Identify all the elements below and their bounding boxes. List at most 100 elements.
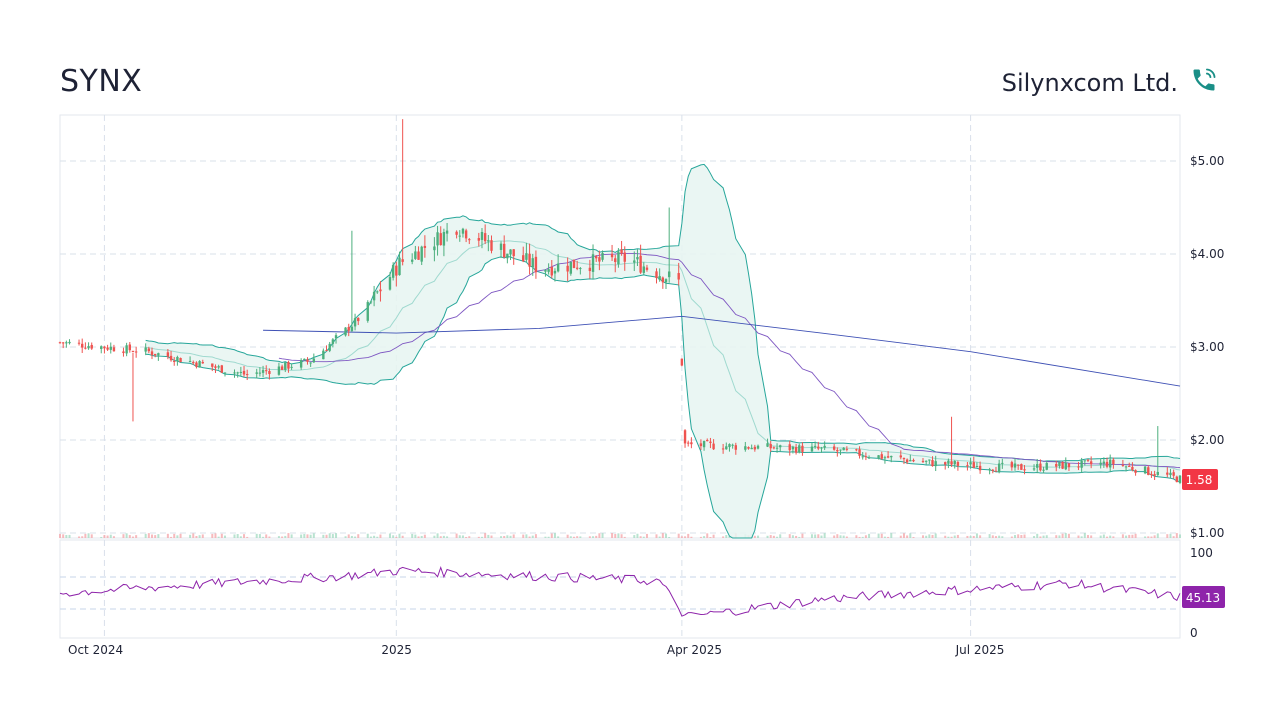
candle-body: [312, 358, 316, 363]
candle: [687, 440, 690, 447]
candle: [258, 367, 262, 377]
candle: [706, 438, 709, 442]
candle-body: [84, 347, 87, 349]
candle: [639, 244, 642, 274]
candle-body: [877, 455, 880, 459]
candle: [255, 368, 258, 379]
candle-body: [1055, 464, 1058, 467]
candle: [683, 429, 687, 448]
volume-bar: [179, 533, 182, 538]
volume-bar: [59, 533, 61, 538]
volume-bar: [509, 535, 512, 538]
candle: [325, 345, 328, 352]
candle-body: [464, 230, 468, 239]
candle: [744, 441, 747, 452]
candle: [1064, 457, 1067, 471]
candle: [299, 358, 303, 370]
volume-bar: [366, 533, 369, 538]
candle-body: [90, 344, 93, 349]
candle: [376, 290, 379, 294]
bollinger-bands: [145, 163, 1181, 539]
candle: [1001, 458, 1004, 469]
candle: [502, 235, 506, 259]
volume-bar: [909, 533, 912, 538]
volume-bar: [198, 535, 201, 538]
volume-bar: [922, 535, 925, 538]
volume-bar: [566, 534, 569, 538]
volume-bar: [810, 534, 813, 538]
candle-body: [801, 445, 804, 452]
volume-bar: [623, 536, 626, 538]
volume-bar: [817, 534, 820, 538]
candle: [928, 459, 931, 464]
candle: [442, 228, 446, 257]
candle-body: [242, 370, 246, 375]
volume-bar: [966, 535, 969, 538]
candle: [709, 437, 712, 449]
candle: [877, 455, 880, 460]
candle-body: [734, 445, 738, 450]
candle-body: [131, 350, 135, 353]
candle-body: [179, 358, 182, 363]
volume-bar: [814, 534, 817, 538]
candle-body: [1061, 461, 1064, 469]
candle-body: [344, 327, 347, 336]
volume-bar: [544, 536, 547, 538]
candle-body: [661, 277, 665, 283]
candle-body: [579, 268, 582, 270]
volume-bar: [417, 536, 420, 538]
candle-body: [423, 245, 427, 248]
candle-body: [1172, 472, 1175, 476]
volume-bar: [255, 533, 258, 538]
candle: [134, 346, 138, 358]
candle: [509, 249, 512, 261]
candle: [455, 230, 458, 239]
candle-body: [1150, 474, 1153, 476]
candle: [528, 243, 531, 275]
volume-bar: [214, 533, 217, 538]
candle-body: [1175, 476, 1179, 483]
candle-body: [58, 342, 62, 344]
candle-body: [928, 459, 931, 461]
candle-body: [309, 362, 312, 364]
candle: [909, 454, 912, 462]
volume-bar: [1001, 536, 1004, 538]
candle: [512, 249, 515, 265]
volume-bar: [757, 535, 760, 538]
candle: [1105, 457, 1109, 469]
candle: [525, 242, 528, 263]
volume-bar: [928, 534, 931, 538]
candle-body: [534, 256, 538, 273]
candle: [198, 360, 201, 368]
candle-body: [372, 291, 376, 301]
candle: [702, 440, 706, 451]
candle: [211, 363, 214, 372]
volume-bar: [823, 533, 826, 538]
candle-body: [623, 252, 626, 262]
candle-body: [909, 460, 912, 462]
candle-body: [366, 302, 369, 321]
candle: [458, 230, 461, 242]
candle-body: [420, 246, 423, 262]
volume-bar: [78, 536, 81, 538]
candle-body: [855, 449, 858, 451]
candle-body: [1131, 466, 1134, 470]
phone-ringing-icon[interactable]: [1190, 66, 1218, 94]
volume-bar: [776, 536, 779, 538]
candlesticks[interactable]: [58, 119, 1182, 485]
volume-bar: [284, 535, 287, 538]
volume-bar: [1125, 535, 1128, 538]
candle-body: [201, 361, 204, 364]
volume-bar: [477, 536, 480, 538]
price-tick-label: $4.00: [1190, 247, 1224, 261]
volume-bar: [90, 534, 93, 538]
candle-body: [280, 366, 284, 370]
candle-body: [322, 350, 325, 360]
candle-body: [598, 257, 601, 262]
candle: [87, 342, 90, 350]
volume-bar: [268, 536, 271, 538]
volume-bar: [411, 533, 414, 538]
volume-bar: [1156, 533, 1159, 538]
volume-bar: [309, 534, 312, 538]
